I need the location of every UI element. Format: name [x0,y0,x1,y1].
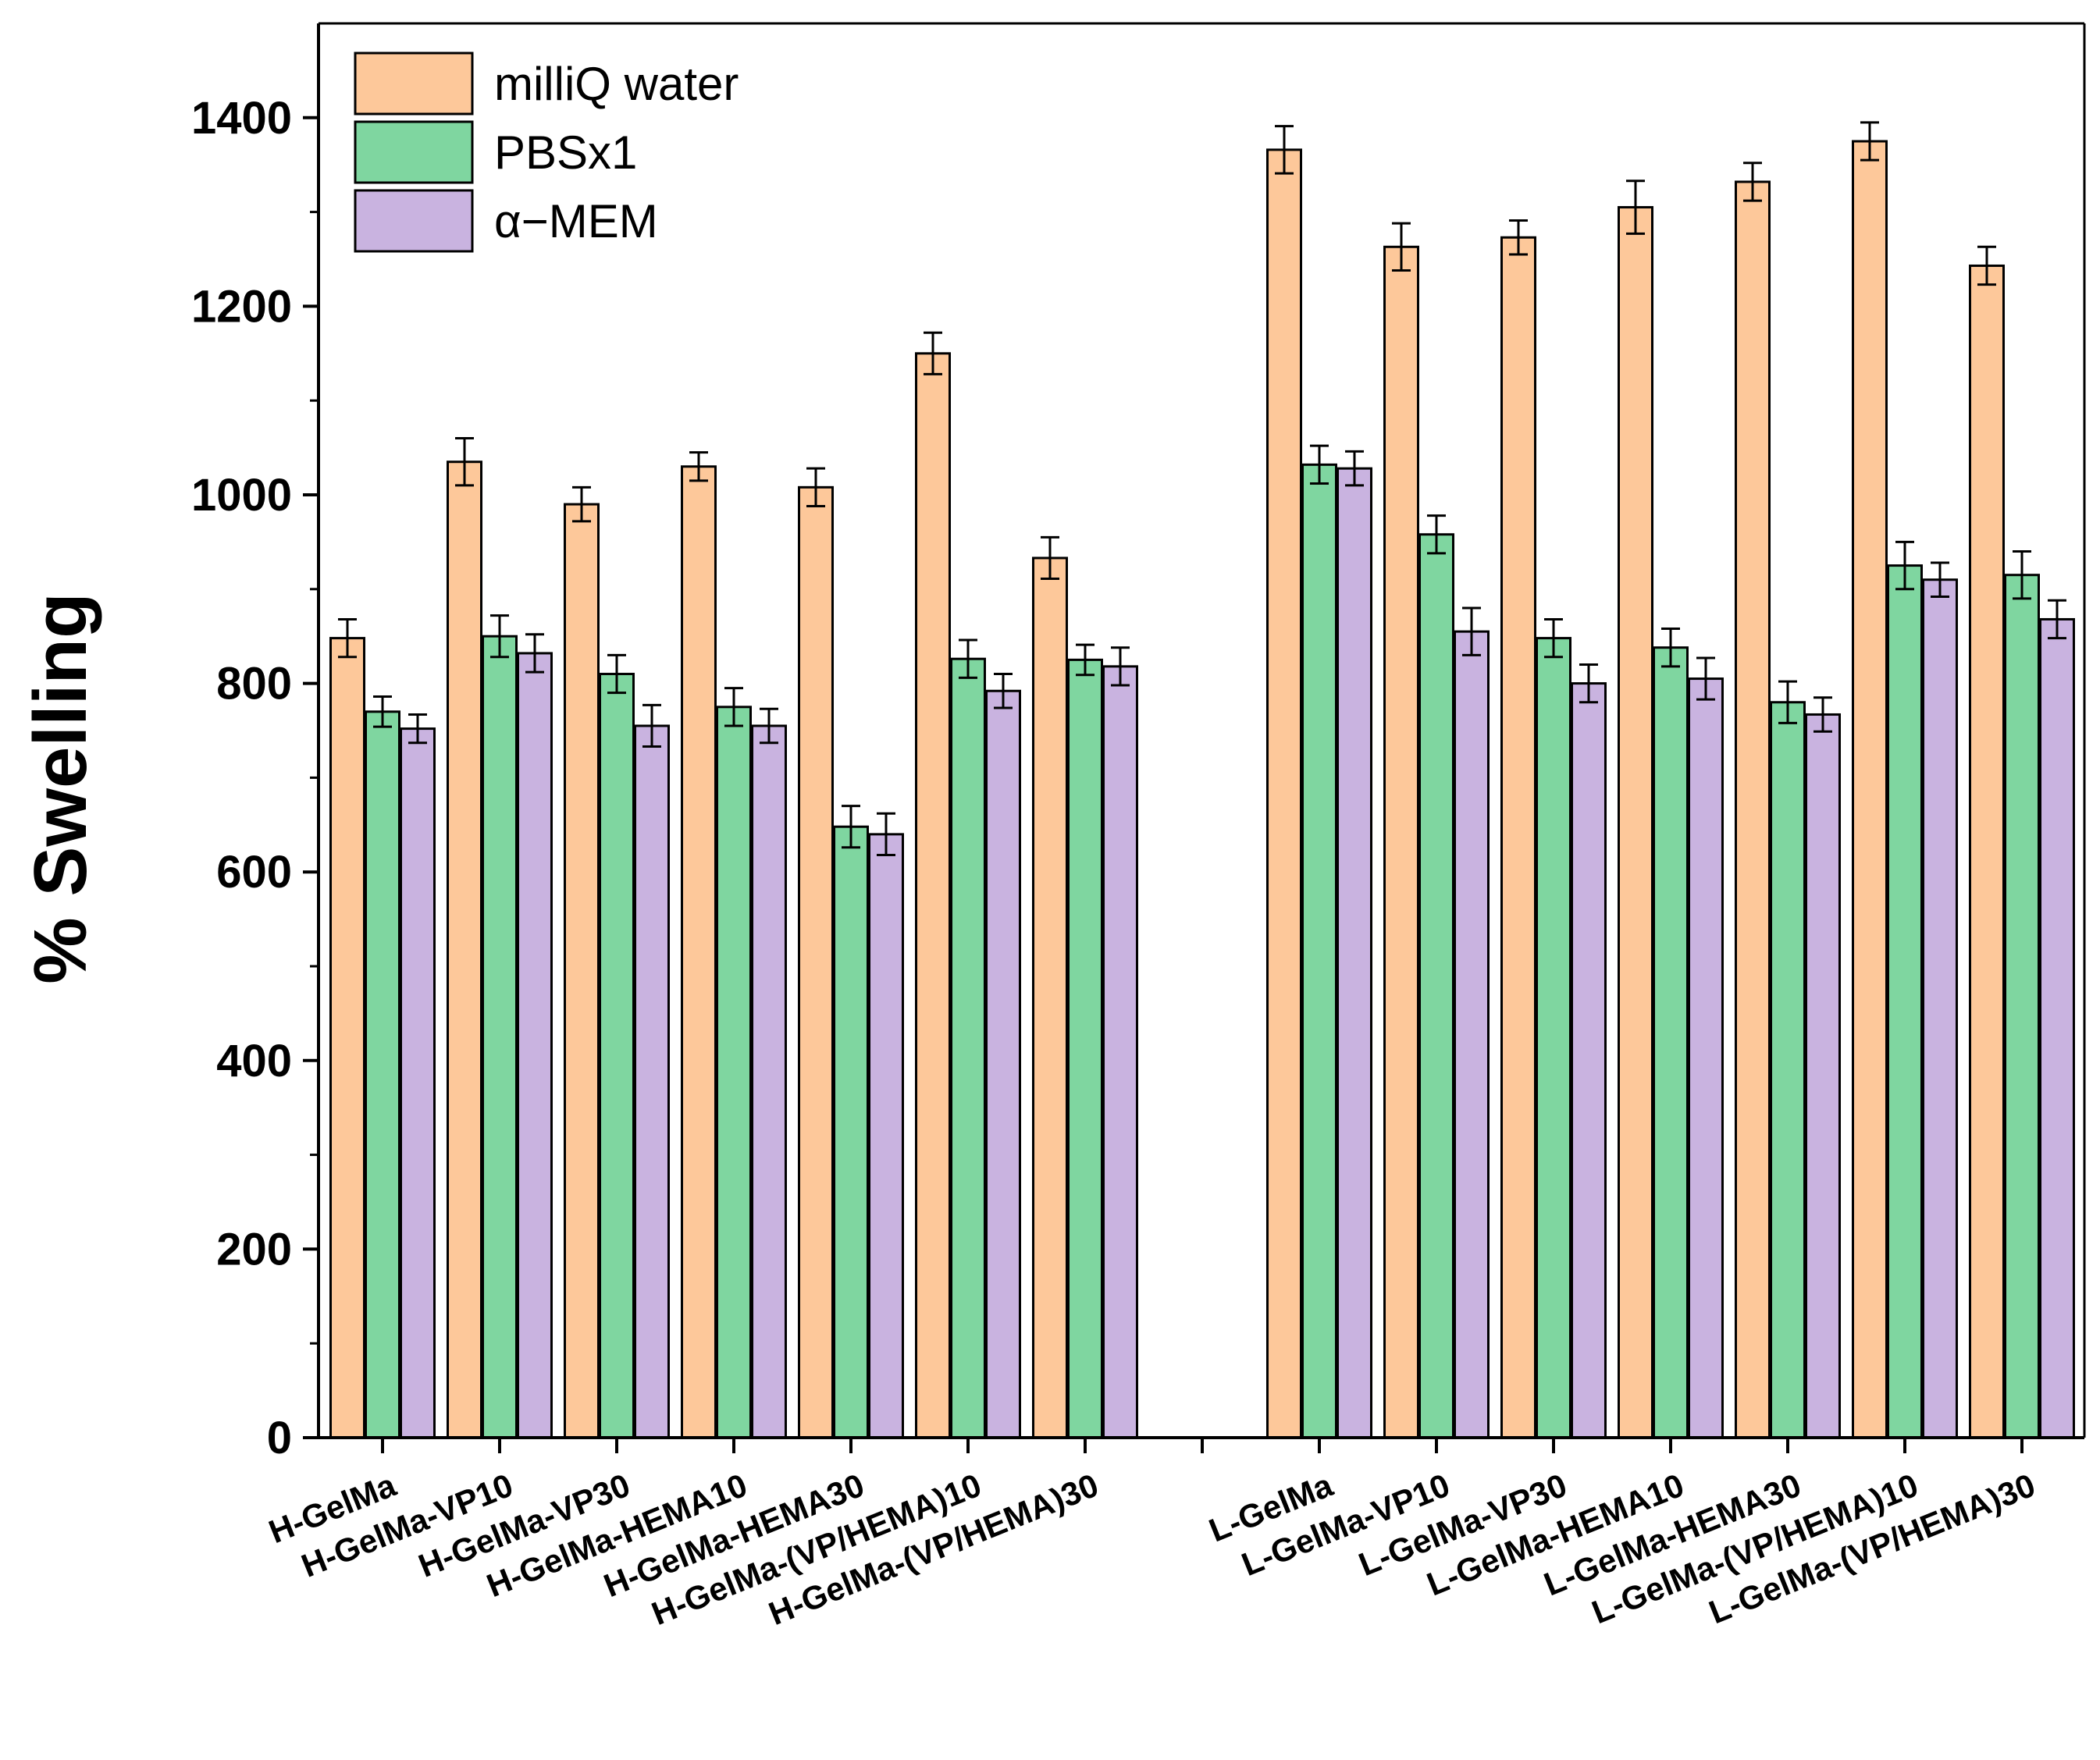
axes-layer [317,22,2086,1453]
bar-milliq-water [1266,148,1302,1439]
bar-alpha-mem [1922,578,1958,1439]
legend-label: α−MEM [494,195,658,247]
legend-swatch [354,52,474,116]
y-tick-label: 200 [216,1224,292,1275]
bar-pbsx1 [482,635,518,1439]
legend-label: milliQ water [494,58,739,110]
bar-alpha-mem [400,727,436,1439]
y-tick-label: 1000 [191,470,292,521]
bar-milliq-water [681,465,717,1439]
bar-milliq-water [1383,245,1419,1439]
y-tick-label: 600 [216,847,292,898]
y-tick-label: 400 [216,1036,292,1086]
bar-milliq-water [1969,264,2005,1439]
bar-milliq-water [564,503,600,1439]
bar-pbsx1 [599,673,635,1439]
bar-milliq-water [1735,180,1771,1439]
y-ticks-layer: 0 200 400 600 800 1000 1200 1400 [191,93,319,1463]
bar-pbsx1 [950,657,986,1439]
legend-swatch [354,189,474,253]
bar-pbsx1 [1418,533,1454,1439]
bar-milliq-water [798,485,834,1439]
bar-pbsx1 [716,706,752,1439]
bar-milliq-water [447,460,482,1439]
bar-alpha-mem [517,652,553,1439]
bar-milliq-water [1032,556,1068,1439]
bar-alpha-mem [985,689,1021,1439]
bar-alpha-mem [751,724,787,1439]
legend-swatch [354,120,474,184]
bars-layer [329,121,2075,1439]
bar-pbsx1 [1536,637,1571,1439]
bar-pbsx1 [1887,564,1923,1439]
bar-pbsx1 [1067,658,1103,1439]
bar-alpha-mem [1571,682,1607,1439]
legend-label: PBSx1 [494,126,637,179]
bar-alpha-mem [868,833,904,1439]
bar-pbsx1 [1770,701,1806,1439]
bar-alpha-mem [634,724,670,1439]
bar-pbsx1 [1301,463,1337,1439]
bar-milliq-water [1618,206,1653,1439]
y-tick-label: 800 [216,659,292,709]
bar-milliq-water [329,637,365,1439]
legend: milliQ water PBSx1 α−MEM [354,52,739,253]
bar-alpha-mem [1454,630,1490,1439]
bar-alpha-mem [1688,677,1724,1439]
bar-pbsx1 [833,825,869,1439]
y-tick-label: 0 [267,1413,292,1463]
bar-pbsx1 [2004,574,2040,1439]
bar-pbsx1 [1653,646,1689,1439]
bar-milliq-water [915,352,951,1439]
bar-alpha-mem [2039,617,2075,1439]
bar-alpha-mem [1337,467,1372,1439]
bar-alpha-mem [1805,713,1841,1439]
bar-alpha-mem [1102,665,1138,1439]
bar-milliq-water [1852,140,1888,1439]
y-axis-label: % Swelling [19,592,102,983]
y-tick-label: 1400 [191,93,292,144]
y-tick-label: 1200 [191,281,292,332]
bar-milliq-water [1500,236,1536,1439]
bar-pbsx1 [365,710,400,1439]
